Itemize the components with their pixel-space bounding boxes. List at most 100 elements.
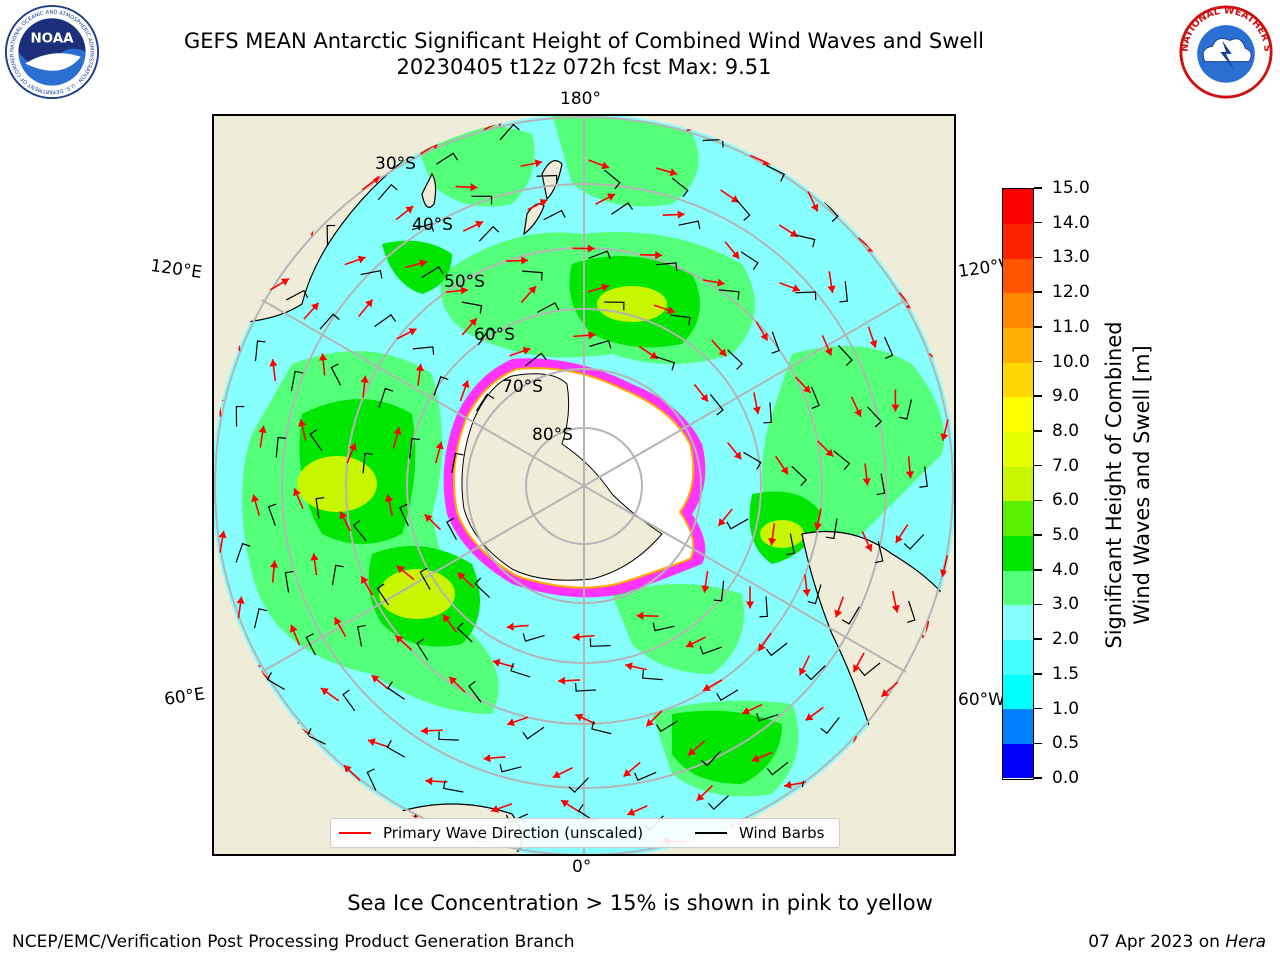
wave-arrow-head	[701, 585, 710, 593]
wind-barb	[642, 670, 663, 681]
wave-arrow-head	[825, 448, 834, 457]
wave-arrow-head	[348, 443, 357, 451]
colorbar-tick-mark	[1034, 638, 1042, 640]
wind-barb	[671, 177, 689, 198]
wave-arrow-head	[700, 393, 709, 402]
wave-arrow-head	[424, 514, 433, 523]
wind-barb	[791, 465, 808, 487]
wave-arrow-head	[731, 250, 740, 259]
colorbar-segment	[1003, 743, 1033, 779]
wind-barb	[442, 780, 464, 793]
colorbar-tick-mark	[1034, 291, 1042, 293]
wave-arrow-head	[891, 404, 900, 412]
colorbar-tick-label: 6.0	[1052, 490, 1080, 511]
wave-arrow-head	[718, 348, 727, 357]
wave-arrow-head	[343, 765, 352, 773]
colorbar-tick-label: 2.0	[1052, 629, 1080, 650]
wave-arrow-head	[802, 589, 811, 597]
wave-arrow-head	[460, 286, 468, 295]
wind-barb	[743, 451, 762, 470]
wave-arrow-head	[475, 220, 484, 229]
wind-barb	[438, 731, 459, 741]
wave-arrow-head	[810, 203, 819, 212]
colorbar-segment	[1003, 466, 1033, 502]
wind-barb	[536, 174, 558, 184]
wave-arrow-head	[393, 427, 402, 435]
wind-barb	[522, 726, 545, 740]
colorbar-tick-label: 10.0	[1052, 351, 1090, 372]
colorbar-segment	[1003, 639, 1033, 675]
colorbar-tick-label: 4.0	[1052, 559, 1080, 580]
wind-barb	[867, 406, 883, 428]
colorbar-tick-label: 9.0	[1052, 386, 1080, 407]
primary-wave-legend-label: Primary Wave Direction (unscaled)	[383, 824, 644, 842]
colorbar-tick-label: 8.0	[1052, 420, 1080, 441]
wind-barb	[841, 606, 860, 625]
wind-barb	[736, 199, 751, 221]
wave-arrow-head	[758, 643, 766, 652]
wind-barb	[820, 717, 840, 735]
wave-arrow-head	[623, 769, 632, 777]
noaa-logo-icon: NOAA NATIONAL OCEANIC AND ATMOSPHERIC AD…	[4, 4, 100, 100]
wave-arrow-head	[310, 553, 319, 561]
wave-arrow-head	[717, 278, 725, 287]
colorbar-segment	[1003, 708, 1033, 744]
wind-barb	[433, 376, 449, 396]
wind-barb	[499, 123, 520, 141]
wave-arrow-head	[751, 754, 760, 763]
wave-arrow-head	[236, 596, 245, 604]
wind-barb	[478, 225, 500, 242]
nws-logo-icon: NATIONAL WEATHER SERVICE	[1176, 4, 1273, 99]
wind-barb	[766, 761, 789, 776]
wind-barb	[416, 638, 429, 661]
footer-date-text: 07 Apr 2023 on	[1088, 932, 1226, 952]
wind-barb	[588, 250, 611, 259]
wind-barb	[315, 497, 325, 519]
colorbar-segment	[1003, 396, 1033, 433]
wind-barb	[267, 503, 277, 526]
colorbar-tick-mark	[1034, 742, 1042, 745]
wave-arrow-head	[572, 632, 580, 641]
colorbar-tick-mark	[1034, 221, 1042, 224]
chart-title: GEFS MEAN Antarctic Significant Height o…	[183, 29, 985, 53]
wind-barb	[652, 622, 675, 632]
wind-barb	[471, 195, 493, 205]
wave-arrow-head	[419, 259, 427, 268]
wind-barb	[699, 646, 722, 655]
wind-barb	[352, 520, 367, 542]
wind-barb	[510, 662, 531, 678]
wave-arrow-head	[251, 494, 260, 503]
wind-barb	[859, 662, 881, 677]
wave-arrow-head	[834, 609, 843, 618]
wave-arrow-head	[768, 537, 777, 546]
wave-arrow-head	[269, 359, 278, 367]
wave-arrow-head	[607, 193, 616, 201]
colorbar-segment	[1003, 604, 1033, 640]
colorbar-tick-mark	[1034, 464, 1042, 467]
colorbar-tick-mark	[1034, 534, 1042, 536]
wave-arrow-head	[339, 511, 348, 520]
wind-barb	[795, 234, 816, 248]
wave-arrow-head	[696, 793, 705, 801]
wave-arrow-head	[895, 534, 903, 543]
wind-barb	[525, 352, 547, 367]
wave-arrow-head	[457, 572, 466, 581]
wind-barb	[468, 680, 482, 703]
wind-barb	[446, 517, 458, 540]
wind-barb	[290, 370, 304, 392]
colorbar-segment	[1003, 223, 1033, 259]
colorbar	[1002, 188, 1034, 780]
wave-arrow-head	[688, 747, 697, 756]
wave-arrow-head	[636, 611, 644, 620]
wave-arrow-head	[522, 346, 531, 355]
wind-barb	[771, 331, 780, 354]
wind-barb	[412, 346, 435, 355]
wave-arrow-head	[780, 466, 788, 475]
colorbar-tick-mark	[1034, 499, 1042, 502]
wave-arrow-head	[360, 375, 369, 383]
wave-arrow-head	[470, 183, 478, 192]
wave-arrow-head	[461, 380, 470, 389]
lon-label-180: 180°	[560, 89, 601, 109]
wave-arrow-head	[742, 707, 751, 715]
colorbar-tick-label: 7.0	[1052, 455, 1080, 476]
